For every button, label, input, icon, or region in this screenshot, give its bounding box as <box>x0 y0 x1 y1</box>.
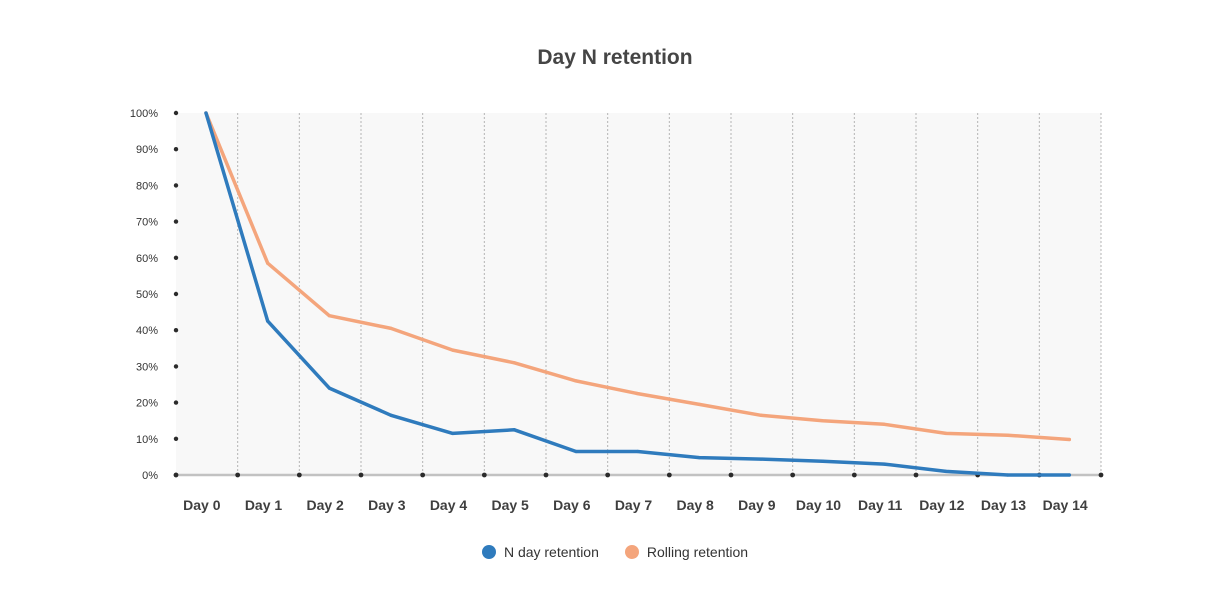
chart-title: Day N retention <box>537 46 693 69</box>
y-tick-mark <box>173 328 179 333</box>
data-point-n-day <box>944 469 948 473</box>
data-point-rolling <box>759 413 763 417</box>
y-tick-mark <box>173 255 179 260</box>
x-tick-mark <box>913 472 919 478</box>
legend-label-rolling: Rolling retention <box>646 544 749 560</box>
y-tick-mark <box>173 364 179 369</box>
x-tick-mark <box>666 472 672 478</box>
data-point-rolling <box>882 422 886 426</box>
y-tick-label: 70% <box>136 217 158 229</box>
data-point-rolling <box>512 361 516 365</box>
x-tick-label: Day 4 <box>430 497 468 513</box>
data-point-rolling <box>389 326 393 330</box>
data-point-n-day <box>1006 473 1010 477</box>
data-point-rolling <box>821 419 825 423</box>
y-tick-mark <box>173 183 179 188</box>
data-point-rolling <box>327 314 331 318</box>
x-tick-label: Day 14 <box>1043 497 1088 513</box>
y-tick-label: 50% <box>136 289 158 301</box>
data-point-n-day <box>697 456 701 460</box>
data-point-n-day <box>451 431 455 435</box>
y-tick-label: 80% <box>136 180 158 192</box>
data-point-n-day <box>821 459 825 463</box>
y-tick-mark <box>173 400 179 405</box>
y-tick-label: 30% <box>136 361 158 373</box>
y-tick-label: 90% <box>136 144 158 156</box>
x-tick-label: Day 13 <box>981 497 1026 513</box>
data-point-rolling <box>266 261 270 265</box>
x-tick-label: Day 7 <box>615 497 653 513</box>
data-point-n-day <box>574 449 578 454</box>
data-point-rolling <box>451 348 455 352</box>
data-point-n-day <box>266 319 270 323</box>
x-tick-mark <box>851 472 857 478</box>
data-point-rolling <box>636 391 640 396</box>
x-tick-label: Day 5 <box>491 497 529 513</box>
data-point-n-day <box>512 428 516 432</box>
legend-label-n-day: N day retention <box>503 544 599 560</box>
y-tick-mark <box>173 291 179 297</box>
plot-area <box>176 113 1101 475</box>
data-point-rolling <box>1006 433 1010 437</box>
y-tick-label: 20% <box>136 398 158 410</box>
x-tick-label: Day 3 <box>368 497 406 513</box>
x-tick-mark <box>173 472 179 478</box>
x-tick-label: Day 11 <box>858 497 903 513</box>
x-tick-mark <box>296 472 302 478</box>
data-point-n-day <box>389 413 393 417</box>
data-point-n-day <box>759 457 763 461</box>
x-tick-label: Day 12 <box>919 497 964 513</box>
x-tick-label: Day 8 <box>676 497 714 513</box>
x-tick-label: Day 6 <box>553 497 591 513</box>
x-tick-mark <box>543 472 549 478</box>
y-tick-mark <box>173 110 179 116</box>
y-tick-label: 60% <box>136 253 158 265</box>
data-point-n-day <box>1067 473 1071 477</box>
x-tick-mark <box>481 472 487 478</box>
y-tick-mark <box>173 147 179 152</box>
legend-swatch-rolling <box>624 545 639 559</box>
legend-item-n-day[interactable]: N day retention <box>481 544 599 560</box>
data-point-rolling <box>1067 437 1071 442</box>
data-point-n-day <box>327 386 331 390</box>
x-tick-label: Day 2 <box>306 497 344 513</box>
y-tick-mark <box>173 436 179 441</box>
legend-swatch-n-day <box>481 545 496 559</box>
x-tick-label: Day 0 <box>183 497 221 513</box>
y-tick-label: 10% <box>136 434 158 446</box>
y-tick-label: 40% <box>136 325 158 337</box>
chart-legend: N day retention Rolling retention <box>0 544 1230 560</box>
x-tick-mark <box>1098 472 1104 478</box>
y-tick-label: 0% <box>142 470 158 482</box>
y-tick-mark <box>173 219 179 224</box>
x-tick-label: Day 1 <box>245 497 283 513</box>
x-tick-mark <box>605 472 611 478</box>
x-tick-mark <box>790 472 796 478</box>
x-tick-mark <box>728 472 734 478</box>
data-point-rolling <box>697 402 701 407</box>
data-point-n-day <box>882 462 886 466</box>
y-tick-label: 100% <box>130 108 158 120</box>
legend-item-rolling[interactable]: Rolling retention <box>624 544 749 560</box>
data-point-rolling <box>574 379 578 383</box>
data-point-n-day <box>204 111 208 115</box>
x-tick-mark <box>235 472 241 478</box>
x-tick-label: Day 10 <box>796 497 841 513</box>
data-point-rolling <box>944 431 948 435</box>
x-tick-mark <box>420 472 426 478</box>
data-point-n-day <box>636 449 640 454</box>
x-tick-mark <box>358 472 364 478</box>
x-tick-label: Day 9 <box>738 497 776 513</box>
